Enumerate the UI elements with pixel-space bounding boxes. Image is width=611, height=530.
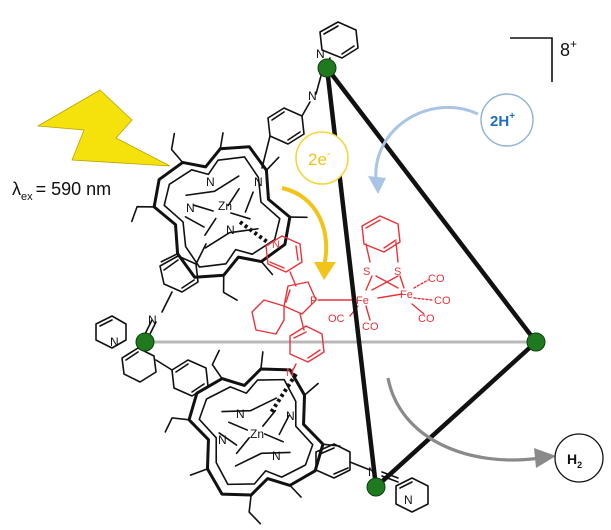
proton-label-circle [480,93,534,147]
upper-zn-pyridine-bond [238,220,272,246]
cage-vertex-right [526,332,546,352]
lower-porphyrin-n-right: N [286,409,295,423]
lower-porphyrin-n-bottom: N [272,449,281,463]
catalyst-co-left: OC [328,313,345,325]
electron-label-circle [295,131,349,185]
lower-porphyrin-zn: Zn [250,427,264,441]
lower-left-aryl-arm [121,347,209,397]
upper-pyridine-n: N [316,47,325,61]
lower-porphyrin [164,349,341,525]
hydrogenase-mimic-catalyst [251,215,433,373]
lower-porphyrin-n-left: N [218,433,227,447]
upper-aryl-arm [261,21,359,169]
charge-bracket [510,37,553,82]
excitation-wavelength-label: λex = 590 nm [12,179,111,203]
cage-vertex-left [135,332,155,352]
lower-porphyrin-n-top: N [236,407,245,421]
catalyst-pyridine-n-lower: N [286,367,294,379]
cage-edge-top-right [325,66,538,344]
cage-vertex-bottom [366,477,386,497]
catalyst-co-bottom-right: CO [418,313,435,325]
lower-pyridine-n: N [404,493,413,507]
cage-edge-right-bottom [374,340,538,489]
electron-transfer-arrowhead [314,262,336,280]
hydrogen-release-arrow [386,377,541,462]
left-aryl-arm [95,243,207,349]
upper-porphyrin-n-top: N [206,175,215,189]
catalyst-phosphole-p: P [310,295,317,307]
catalyst-sulfur-2: S [394,266,401,278]
catalyst-iron-2: Fe [400,289,413,301]
hydrogen-release-arrowhead [534,448,556,468]
upper-porphyrin-n-bottom: N [226,223,235,237]
upper-porphyrin-n-left: N [186,201,195,215]
left-imine-n: N [148,313,157,327]
catalyst-iron-1: Fe [356,295,369,307]
hydrogen-label-circle [554,433,604,483]
proton-uptake-arrow [374,105,479,181]
upper-porphyrin-n-right: N [254,175,263,189]
catalyst-co-right: CO [434,295,451,307]
catalyst-co-top-right: CO [428,273,445,285]
proton-uptake-arrowhead [368,176,386,194]
upper-porphyrin-zn: Zn [218,199,232,213]
electron-label: 2e- [308,148,331,169]
upper-porphyrin [130,132,308,301]
cage-vertex-top [317,58,337,78]
catalyst-co-bottom: CO [362,321,379,333]
charge-label: 8+ [560,37,577,60]
catalyst-pyridine-n-upper: N [272,239,280,251]
catalyst-sulfur-1: S [363,266,370,278]
hydrogen-label: H2 [567,451,582,470]
electron-transfer-arrow [281,186,329,267]
left-pyridine-n: N [110,335,119,349]
upper-imine-n: N [308,89,317,103]
lightning-bolt-icon [36,89,171,167]
proton-label: 2H+ [490,111,515,130]
lower-zn-pyridine-bond [268,372,298,416]
